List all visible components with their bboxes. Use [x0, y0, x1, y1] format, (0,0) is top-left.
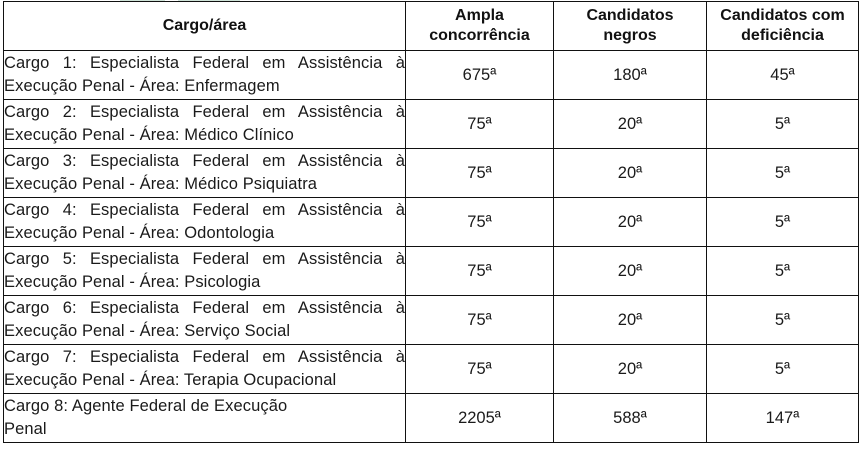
candidatos-deficiencia-cell: 5ª — [706, 148, 859, 198]
header-text-line2: negros — [603, 27, 657, 44]
cargo-line1: Cargo 7: Especialista Federal em Assistê… — [4, 348, 405, 366]
candidatos-deficiencia-cell: 147ª — [706, 393, 859, 443]
table-row: Cargo 3: Especialista Federal em Assistê… — [3, 148, 859, 198]
cargo-line2: Execução Penal - Área: Médico Clínico — [4, 126, 294, 144]
ampla-concorrencia-cell: 75ª — [405, 295, 554, 345]
table-row: Cargo 6: Especialista Federal em Assistê… — [3, 295, 859, 345]
cargo-line2: Execução Penal - Área: Psicologia — [4, 273, 261, 291]
cargo-line2: Execução Penal - Área: Médico Psiquiatra — [4, 175, 318, 193]
table-row: Cargo 7: Especialista Federal em Assistê… — [3, 344, 859, 394]
ampla-concorrencia-cell: 75ª — [405, 246, 554, 296]
table-header-row: Cargo/área Ampla concorrência Candidatos n… — [3, 1, 859, 51]
table-row: Cargo 4: Especialista Federal em Assistê… — [3, 197, 859, 247]
cargo-line2: Penal — [4, 420, 47, 438]
header-text-line2: deficiência — [741, 27, 824, 44]
candidatos-negros-cell: 180ª — [553, 50, 707, 100]
table-row: Cargo 8: Agente Federal de Execução Pena… — [3, 393, 859, 443]
candidatos-negros-cell: 20ª — [553, 99, 707, 149]
table-row: Cargo 2: Especialista Federal em Assistê… — [3, 99, 859, 149]
cargo-cell: Cargo 4: Especialista Federal em Assistê… — [3, 197, 406, 247]
cargo-cell: Cargo 5: Especialista Federal em Assistê… — [3, 246, 406, 296]
header-text-line1: Candidatos — [586, 7, 674, 24]
candidatos-negros-cell: 588ª — [553, 393, 707, 443]
header-text-line2: concorrência — [429, 27, 530, 44]
candidatos-deficiencia-cell: 45ª — [706, 50, 859, 100]
candidatos-deficiencia-cell: 5ª — [706, 295, 859, 345]
header-text-line1: Candidatos com — [720, 7, 845, 24]
candidatos-negros-cell: 20ª — [553, 197, 707, 247]
ampla-concorrencia-cell: 2205ª — [405, 393, 554, 443]
cargo-line1: Cargo 8: Agente Federal de Execução — [4, 397, 288, 415]
cargo-line2: Execução Penal - Área: Odontologia — [4, 224, 275, 242]
header-candidatos-deficiencia: Candidatos com deficiência — [706, 1, 859, 51]
candidatos-deficiencia-cell: 5ª — [706, 246, 859, 296]
cargo-line2: Execução Penal - Área: Serviço Social — [4, 322, 291, 340]
table-row: Cargo 1: Especialista Federal em Assistê… — [3, 50, 859, 100]
cargo-cell: Cargo 7: Especialista Federal em Assistê… — [3, 344, 406, 394]
cargo-line1: Cargo 5: Especialista Federal em Assistê… — [4, 250, 405, 268]
cargo-cell: Cargo 8: Agente Federal de Execução Pena… — [3, 393, 406, 443]
ampla-concorrencia-cell: 75ª — [405, 99, 554, 149]
cargo-line2: Execução Penal - Área: Terapia Ocupacion… — [4, 371, 337, 389]
header-text: Cargo/área — [162, 17, 247, 34]
table-row: Cargo 5: Especialista Federal em Assistê… — [3, 246, 859, 296]
header-text-line1: Ampla — [455, 7, 504, 24]
candidatos-deficiencia-cell: 5ª — [706, 99, 859, 149]
cargo-line1: Cargo 4: Especialista Federal em Assistê… — [4, 201, 405, 219]
cargo-cell: Cargo 3: Especialista Federal em Assistê… — [3, 148, 406, 198]
cargo-line1: Cargo 2: Especialista Federal em Assistê… — [4, 103, 405, 121]
header-ampla-concorrencia: Ampla concorrência — [405, 1, 554, 51]
header-candidatos-negros: Candidatos negros — [553, 1, 707, 51]
candidatos-negros-cell: 20ª — [553, 148, 707, 198]
ampla-concorrencia-cell: 75ª — [405, 344, 554, 394]
ampla-concorrencia-cell: 675ª — [405, 50, 554, 100]
candidatos-negros-cell: 20ª — [553, 246, 707, 296]
candidatos-negros-cell: 20ª — [553, 344, 707, 394]
candidatos-deficiencia-cell: 5ª — [706, 344, 859, 394]
cargo-cell: Cargo 6: Especialista Federal em Assistê… — [3, 295, 406, 345]
vacancy-classification-table: Cargo/área Ampla concorrência Candidatos n… — [3, 1, 859, 443]
cargo-line1: Cargo 6: Especialista Federal em Assistê… — [4, 299, 405, 317]
cargo-cell: Cargo 2: Especialista Federal em Assistê… — [3, 99, 406, 149]
cargo-line1: Cargo 3: Especialista Federal em Assistê… — [4, 152, 405, 170]
candidatos-deficiencia-cell: 5ª — [706, 197, 859, 247]
candidatos-negros-cell: 20ª — [553, 295, 707, 345]
cargo-line1: Cargo 1: Especialista Federal em Assistê… — [4, 54, 405, 72]
ampla-concorrencia-cell: 75ª — [405, 197, 554, 247]
cargo-cell: Cargo 1: Especialista Federal em Assistê… — [3, 50, 406, 100]
cargo-line2: Execução Penal - Área: Enfermagem — [4, 77, 280, 95]
ampla-concorrencia-cell: 75ª — [405, 148, 554, 198]
header-cargo-area: Cargo/área — [3, 1, 406, 51]
